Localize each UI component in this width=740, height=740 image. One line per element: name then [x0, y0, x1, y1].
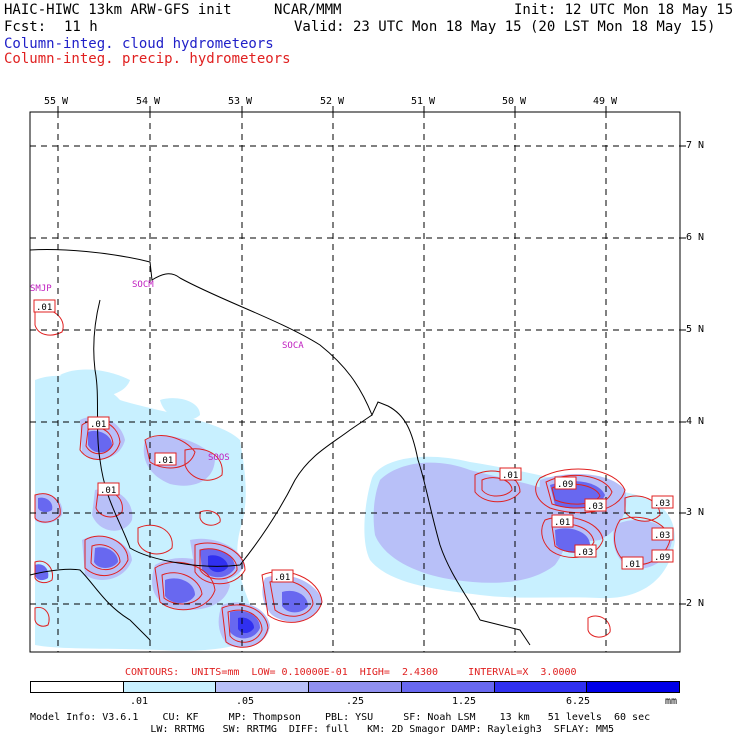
contour-label: .01	[274, 573, 290, 583]
lat-label: 2 N	[686, 598, 705, 609]
contour-label: .01	[502, 471, 518, 481]
contour-label-boxes	[33, 299, 674, 583]
lon-label: 52 W	[320, 96, 345, 107]
field-cloud-label: Column-integ. cloud hydrometeors	[4, 36, 274, 52]
contour-label: .01	[157, 456, 173, 466]
contour-label: .01	[36, 303, 52, 313]
station-label: SOCM	[132, 280, 154, 290]
lat-label: 5 N	[686, 324, 705, 335]
colorbar-label: .25	[346, 696, 365, 707]
contour-labels: .01 .01 .01 .01 .01 .01 .09 .03 .01 .03 …	[36, 303, 670, 583]
lon-label: 54 W	[136, 96, 161, 107]
forecast-hours: 11 h	[64, 19, 98, 35]
frame-ticks	[57, 106, 686, 605]
contour-label: .03	[577, 548, 593, 558]
lon-label: 55 W	[44, 96, 69, 107]
colorbar-swatch	[123, 682, 217, 692]
colorbar-swatch	[587, 682, 680, 692]
forecast-label: Fcst:	[4, 19, 47, 35]
field-precip-label: Column-integ. precip. hydrometeors	[4, 51, 291, 67]
model-title: HAIC-HIWC 13km ARW-GFS init	[4, 2, 232, 18]
colorbar-label: .01	[130, 696, 149, 707]
colorbar-swatch	[31, 682, 124, 692]
colorbar-swatch	[309, 682, 402, 692]
colorbar-label: 6.25	[566, 696, 591, 707]
colorbar-label: 1.25	[452, 696, 477, 707]
coastline	[29, 249, 531, 646]
org-label: NCAR/MMM	[274, 2, 342, 18]
contour-label: .09	[557, 480, 573, 490]
cloud-shading	[35, 369, 675, 651]
contour-label: .01	[624, 560, 640, 570]
valid-time: Valid: 23 UTC Mon 18 May 15 (20 LST Mon …	[294, 19, 716, 35]
contour-label: .01	[100, 486, 116, 496]
lon-label: 51 W	[411, 96, 436, 107]
colorbar-units: mm	[665, 696, 678, 707]
lat-label: 7 N	[686, 140, 705, 151]
colorbar-swatch	[494, 682, 588, 692]
model-info-line1: Model Info: V3.6.1 CU: KF MP: Thompson P…	[30, 712, 651, 723]
init-time: Init: 12 UTC Mon 18 May 15	[514, 2, 734, 18]
lat-label: 6 N	[686, 232, 705, 243]
contour-label: .03	[654, 531, 670, 541]
contour-label: .01	[90, 420, 106, 430]
station-label: SMJP	[30, 284, 52, 294]
colorbar-label: .05	[236, 696, 255, 707]
station-label: SOOS	[208, 453, 230, 463]
lon-label: 49 W	[593, 96, 618, 107]
colorbar-swatch	[216, 682, 310, 692]
lat-label: 4 N	[686, 416, 705, 427]
model-info-line2: LW: RRTMG SW: RRTMG DIFF: full KM: 2D Sm…	[30, 724, 614, 735]
lat-label: 3 N	[686, 507, 705, 518]
station-label: SOCA	[282, 341, 304, 351]
lat-lon-grid	[30, 112, 680, 652]
contours-summary: CONTOURS: UNITS=mm LOW= 0.10000E-01 HIGH…	[125, 667, 577, 678]
map-frame	[29, 111, 681, 653]
lon-label: 53 W	[228, 96, 253, 107]
contour-label: .03	[654, 499, 670, 509]
contour-label: .03	[587, 502, 603, 512]
contour-label: .09	[654, 553, 670, 563]
colorbar-swatch	[401, 682, 495, 692]
lon-label: 50 W	[502, 96, 527, 107]
contour-label: .01	[554, 518, 570, 528]
colorbar	[30, 681, 680, 693]
